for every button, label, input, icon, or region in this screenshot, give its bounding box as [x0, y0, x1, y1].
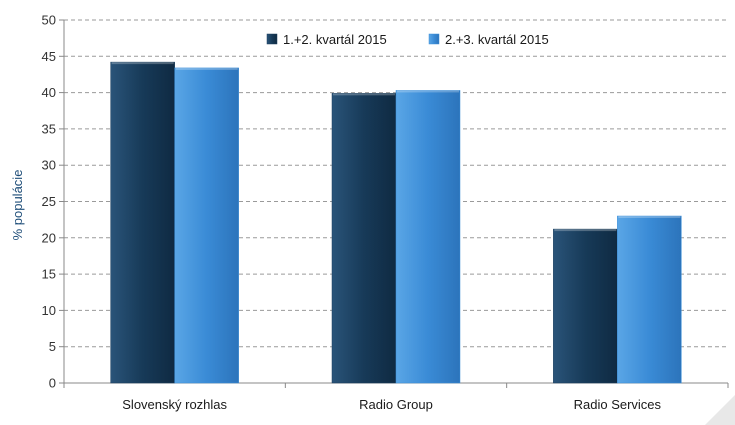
legend: 1.+2. kvartál 2015 2.+3. kvartál 2015	[266, 32, 549, 47]
bar-top-highlight	[554, 229, 617, 232]
category-label: Slovenský rozhlas	[122, 397, 227, 412]
y-tick-label: 20	[42, 230, 56, 245]
y-axis-label: % populácie	[10, 170, 25, 241]
y-tick-label: 10	[42, 303, 56, 318]
category-label: Radio Group	[359, 397, 433, 412]
y-tick-label: 50	[42, 13, 56, 28]
y-tick-label: 25	[42, 194, 56, 209]
bar-top-highlight	[618, 216, 681, 219]
bar-series1	[110, 61, 175, 384]
y-tick-label: 30	[42, 158, 56, 173]
category-label: Radio Services	[574, 397, 662, 412]
bar-series1	[553, 228, 618, 384]
bars	[110, 61, 682, 384]
bar-top-highlight	[111, 62, 174, 65]
y-tick-label: 0	[49, 376, 56, 391]
bar-top-highlight	[397, 90, 459, 93]
bar-series1	[331, 93, 397, 384]
bar-top-highlight	[333, 93, 395, 96]
y-tick-labels: 0 5 10 15 20 25 30 35 40 45 50	[42, 13, 56, 391]
category-labels: Slovenský rozhlas Radio Group Radio Servic…	[122, 397, 661, 412]
y-tick-label: 5	[49, 339, 56, 354]
legend-swatch	[428, 33, 440, 45]
bar-series2	[617, 215, 682, 384]
y-tick-label: 45	[42, 49, 56, 64]
y-tick-label: 40	[42, 85, 56, 100]
legend-swatch	[266, 33, 278, 45]
y-tick-label: 35	[42, 121, 56, 136]
y-tick-label: 15	[42, 267, 56, 282]
bar-top-highlight	[175, 67, 238, 70]
bar-series2	[395, 90, 461, 384]
bar-series2	[174, 67, 239, 384]
legend-label: 2.+3. kvartál 2015	[445, 32, 549, 47]
legend-label: 1.+2. kvartál 2015	[283, 32, 387, 47]
corner-fold-decoration	[705, 395, 735, 425]
